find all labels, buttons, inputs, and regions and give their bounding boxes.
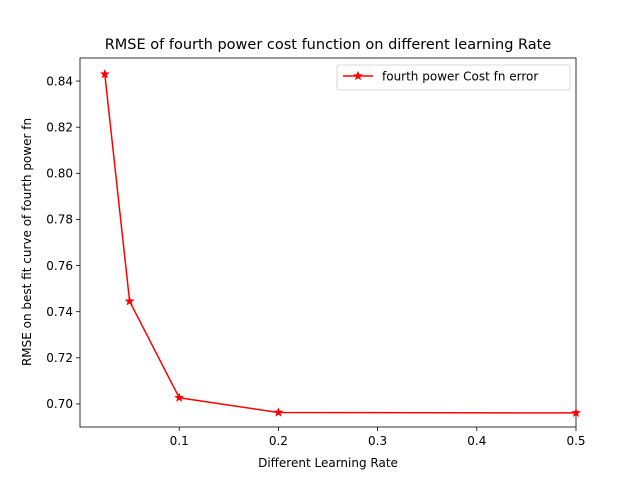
x-tick-label: 0.1: [170, 434, 189, 448]
legend: fourth power Cost fn error: [336, 64, 571, 91]
y-tick-label: 0.78: [46, 213, 73, 227]
legend-box: [336, 64, 571, 91]
x-tick-label: 0.3: [368, 434, 387, 448]
y-tick-label: 0.72: [46, 351, 73, 365]
x-axis: 0.1 0.2 0.3 0.4 0.5: [170, 427, 586, 448]
chart-title: RMSE of fourth power cost function on di…: [105, 37, 552, 53]
y-tick-label: 0.76: [46, 259, 73, 273]
data-point-marker: [99, 68, 110, 79]
data-point-marker: [174, 392, 185, 403]
y-tick-label: 0.80: [46, 167, 73, 181]
y-tick-label: 0.74: [46, 305, 73, 319]
data-point-marker: [570, 407, 582, 418]
y-tick-label: 0.84: [46, 74, 73, 88]
x-axis-label: Different Learning Rate: [258, 456, 398, 470]
x-tick-label: 0.4: [467, 434, 486, 448]
y-axis: 0.70 0.72 0.74 0.76 0.78 0.80 0.82 0.84: [46, 74, 80, 411]
x-tick-label: 0.5: [566, 434, 585, 448]
series-layer: [99, 68, 582, 418]
data-point-marker: [273, 407, 284, 417]
x-tick-label: 0.2: [269, 434, 288, 448]
data-point-marker: [124, 295, 135, 306]
legend-label: fourth power Cost fn error: [382, 70, 538, 84]
y-axis-label: RMSE on best fit curve of fourth power f…: [20, 118, 34, 366]
y-tick-label: 0.70: [46, 397, 73, 411]
plot-area: [79, 57, 577, 428]
y-tick-label: 0.82: [46, 120, 73, 134]
legend-marker: [352, 70, 364, 81]
